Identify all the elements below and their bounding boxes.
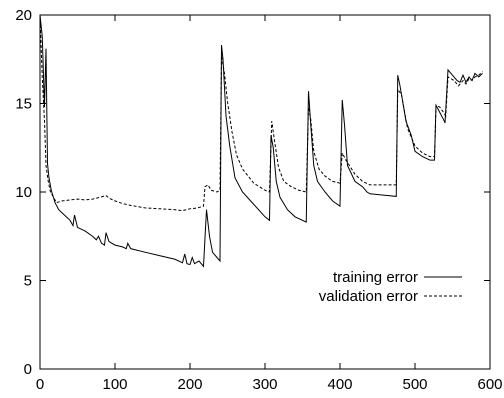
series-line-validation-error: [40, 15, 483, 212]
series-layer: [40, 15, 483, 268]
x-tick-label: 500: [402, 376, 427, 393]
legend-label: validation error: [319, 288, 418, 305]
y-tick-label: 10: [15, 184, 32, 201]
y-tick-label: 5: [24, 273, 32, 290]
plot-area: [39, 14, 491, 370]
x-tick-label: 600: [477, 376, 502, 393]
y-tick-label: 0: [24, 361, 32, 378]
y-axis: 0 5 10 15 20: [15, 7, 490, 378]
legend: training error validation error: [319, 269, 462, 305]
legend-label: training error: [333, 269, 418, 286]
x-axis: 0 100 200 300 400 500 600: [36, 15, 503, 393]
y-tick-label: 15: [15, 96, 32, 113]
x-tick-label: 400: [327, 376, 352, 393]
x-tick-label: 200: [177, 376, 202, 393]
y-tick-label: 20: [15, 7, 32, 24]
x-tick-label: 100: [102, 376, 127, 393]
x-tick-label: 300: [252, 376, 277, 393]
series-line-training-error: [40, 15, 483, 268]
plot-border: [39, 14, 491, 370]
x-tick-label: 0: [36, 376, 44, 393]
